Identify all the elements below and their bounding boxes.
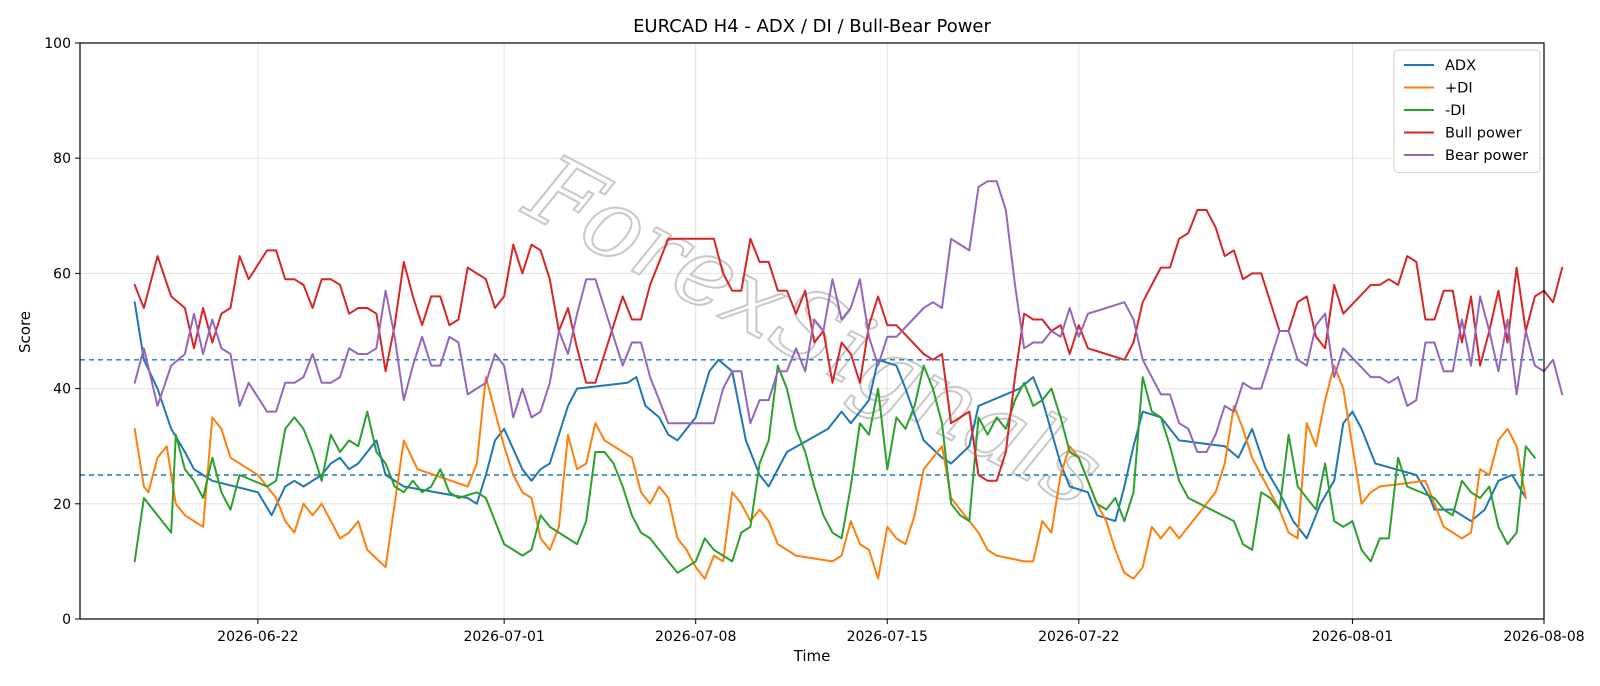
x-tick-label: 2026-07-15	[847, 629, 928, 645]
x-tick-label: 2026-08-08	[1503, 629, 1584, 645]
series-lines	[133, 180, 1564, 580]
x-tick-label: 2026-07-22	[1038, 629, 1119, 645]
series-line-adx	[133, 301, 1527, 540]
x-tick-label: 2026-08-01	[1312, 629, 1393, 645]
legend-label: +DI	[1445, 81, 1473, 97]
legend-label: -DI	[1445, 103, 1466, 119]
plot-frame	[79, 42, 1545, 620]
y-axis-label: Score	[16, 311, 34, 353]
y-tick-label: 100	[44, 36, 71, 52]
x-tick-label: 2026-06-22	[217, 629, 298, 645]
series-line-di	[133, 364, 1536, 574]
series-line-bull-power	[133, 209, 1564, 482]
chart-title: EURCAD H4 - ADX / DI / Bull-Bear Power	[633, 16, 991, 37]
y-tick-label: 0	[62, 612, 71, 628]
watermark: ForexSignals	[507, 131, 1122, 530]
legend-box	[1393, 49, 1541, 173]
legend-label: ADX	[1445, 58, 1476, 74]
y-tick-label: 60	[53, 266, 71, 282]
x-tick-label: 2026-07-01	[463, 629, 544, 645]
y-axis-ticks: 0 20 40 60 80 100	[44, 36, 80, 628]
legend-label: Bull power	[1445, 126, 1522, 142]
x-axis-ticks: 2026-06-22 2026-07-01 2026-07-08 2026-07-15…	[217, 619, 1585, 645]
y-tick-label: 40	[53, 382, 71, 398]
legend: ADX +DI -DI Bull power Bear power	[1393, 49, 1541, 173]
watermark-text: ForexSignals	[508, 132, 1121, 529]
y-tick-label: 20	[53, 497, 71, 513]
x-axis-label: Time	[793, 647, 831, 665]
legend-label: Bear power	[1445, 148, 1528, 164]
y-tick-label: 80	[53, 151, 71, 167]
x-tick-label: 2026-07-08	[655, 629, 736, 645]
series-line-bear-power	[133, 180, 1564, 453]
series-line-di	[133, 364, 1527, 580]
